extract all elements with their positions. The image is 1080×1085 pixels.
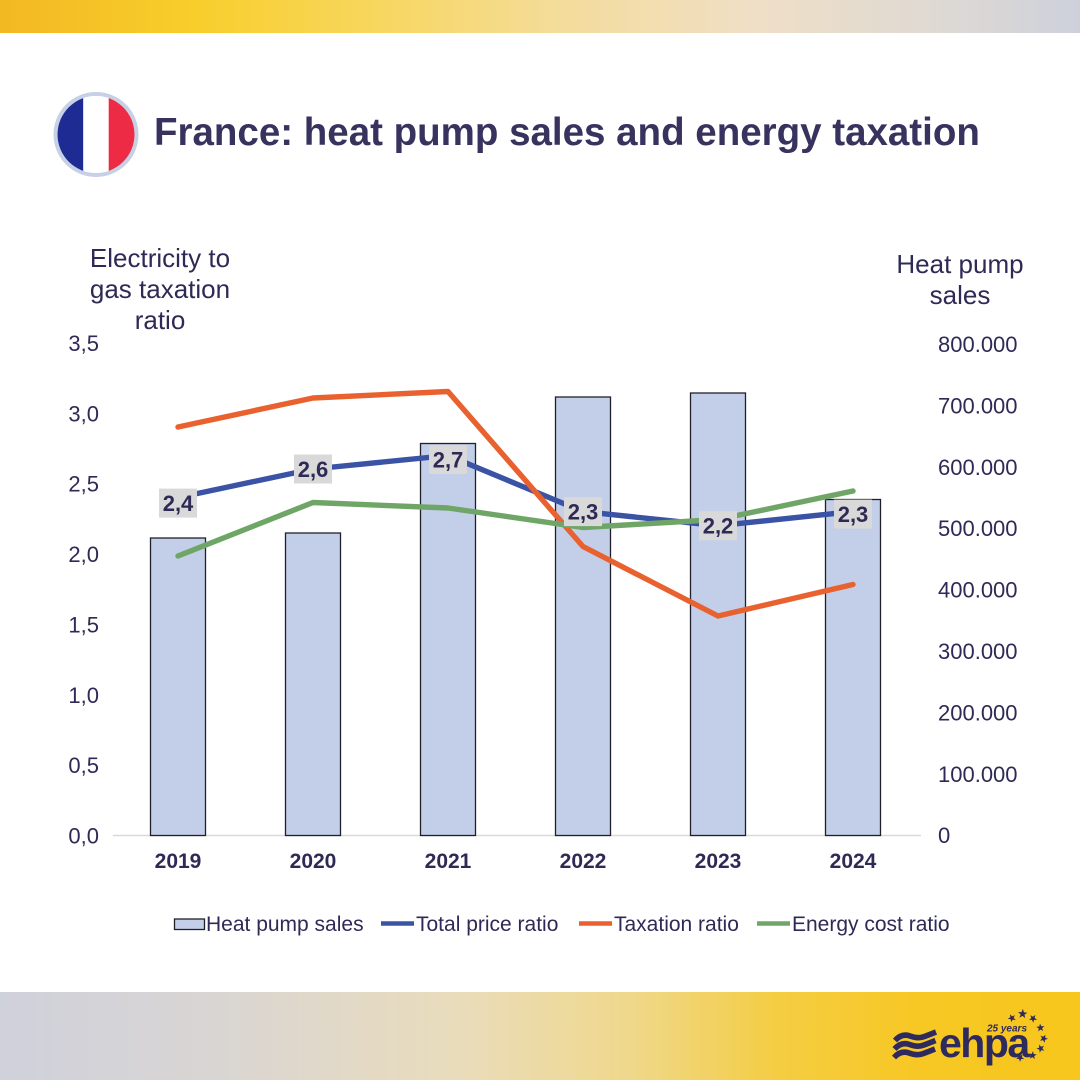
svg-text:3,0: 3,0	[68, 401, 99, 426]
svg-text:2,5: 2,5	[68, 472, 99, 497]
svg-text:0,0: 0,0	[68, 824, 99, 849]
svg-text:3,5: 3,5	[68, 331, 99, 356]
svg-text:0: 0	[938, 823, 950, 848]
svg-text:2023: 2023	[695, 850, 742, 873]
svg-text:0,5: 0,5	[68, 753, 99, 778]
svg-text:Taxation ratio: Taxation ratio	[614, 913, 739, 936]
svg-text:France: heat pump sales and en: France: heat pump sales and energy taxat…	[154, 111, 980, 154]
svg-text:2,3: 2,3	[838, 502, 869, 527]
svg-text:800.000: 800.000	[938, 332, 1018, 357]
svg-text:2021: 2021	[425, 850, 472, 873]
svg-text:2022: 2022	[560, 850, 607, 873]
svg-text:2,2: 2,2	[703, 514, 734, 539]
svg-text:300.000: 300.000	[938, 639, 1018, 664]
svg-text:Heat pump sales: Heat pump sales	[206, 913, 364, 936]
svg-text:2,4: 2,4	[163, 491, 194, 516]
svg-text:1,5: 1,5	[68, 612, 99, 637]
svg-text:2,3: 2,3	[568, 500, 599, 525]
svg-text:Total price ratio: Total price ratio	[416, 913, 558, 936]
svg-text:Energy cost ratio: Energy cost ratio	[792, 913, 950, 936]
svg-text:2019: 2019	[155, 850, 202, 873]
svg-text:1,0: 1,0	[68, 683, 99, 708]
svg-text:100.000: 100.000	[938, 762, 1018, 787]
svg-text:2024: 2024	[830, 850, 877, 873]
svg-text:500.000: 500.000	[938, 516, 1018, 541]
svg-text:2,7: 2,7	[433, 448, 464, 473]
svg-text:400.000: 400.000	[938, 578, 1018, 603]
svg-text:200.000: 200.000	[938, 700, 1018, 725]
svg-text:2,6: 2,6	[298, 457, 329, 482]
svg-text:2020: 2020	[290, 850, 337, 873]
svg-text:2,0: 2,0	[68, 542, 99, 567]
svg-text:600.000: 600.000	[938, 455, 1018, 480]
svg-text:25 years: 25 years	[986, 1024, 1027, 1035]
svg-text:700.000: 700.000	[938, 393, 1018, 418]
